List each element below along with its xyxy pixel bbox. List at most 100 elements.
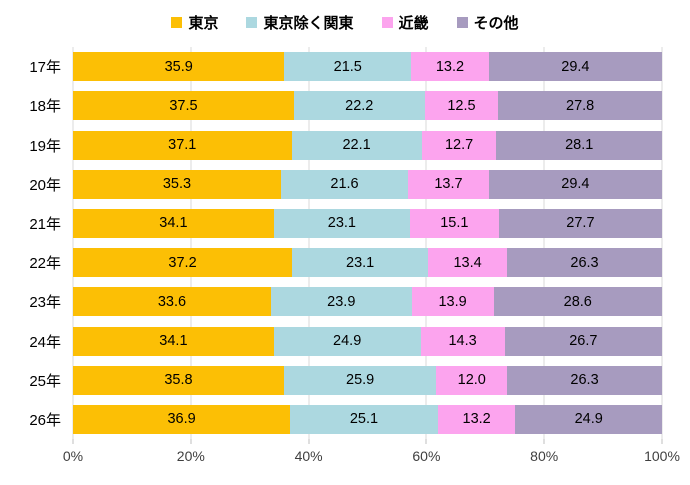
legend-item: その他 xyxy=(456,12,519,33)
category-label: 21年 xyxy=(29,215,61,233)
bar-segment: 14.3 xyxy=(420,326,505,356)
bar-track: 37.5 22.2 12.5 27.8 xyxy=(73,91,662,121)
bar-segment: 37.2 xyxy=(73,248,293,278)
bar-segment: 25.1 xyxy=(290,404,438,434)
bar-segment: 35.9 xyxy=(73,52,285,82)
x-tick-label: 80% xyxy=(530,448,559,464)
category-label: 26年 xyxy=(29,411,61,429)
bar-track: 37.2 23.1 13.4 26.3 xyxy=(73,248,662,278)
chart-row: 26年 36.9 25.1 13.2 24.9 xyxy=(0,400,662,439)
grid-line xyxy=(72,47,74,439)
category-label: 25年 xyxy=(29,372,61,390)
category-label: 17年 xyxy=(29,59,61,77)
x-tick-mark xyxy=(425,439,427,444)
category-label: 22年 xyxy=(29,255,61,273)
bar-track: 34.1 24.9 14.3 26.7 xyxy=(73,326,662,356)
chart-row: 19年 37.1 22.1 12.7 28.1 xyxy=(0,125,662,164)
legend-item: 東京 xyxy=(171,12,218,33)
bar-segment: 37.5 xyxy=(73,91,294,121)
bar-segment: 24.9 xyxy=(515,404,662,434)
category-label: 18年 xyxy=(29,98,61,116)
chart-row: 18年 37.5 22.2 12.5 27.8 xyxy=(0,86,662,125)
chart-row: 21年 34.1 23.1 15.1 27.7 xyxy=(0,204,662,243)
x-tick-label: 0% xyxy=(62,448,84,464)
bar-segment: 29.4 xyxy=(488,169,662,199)
chart-row: 22年 37.2 23.1 13.4 26.3 xyxy=(0,243,662,282)
legend-label: 近畿 xyxy=(398,15,429,32)
bar-segment: 27.7 xyxy=(498,208,662,238)
bar-segment: 33.6 xyxy=(73,287,271,317)
bar-segment: 13.2 xyxy=(437,404,516,434)
bar-segment: 12.7 xyxy=(421,130,497,160)
grid-line xyxy=(425,47,427,439)
bar-rows: 17年 35.9 21.5 13.2 29.4 18年 37.5 22.2 12.5 27.8 19… xyxy=(0,47,662,439)
bar-segment: 29.4 xyxy=(488,52,662,82)
gridlines xyxy=(72,47,663,439)
bar-segment: 23.1 xyxy=(292,248,429,278)
bar-track: 34.1 23.1 15.1 27.7 xyxy=(73,208,662,238)
bar-segment: 35.3 xyxy=(73,169,281,199)
category-label: 23年 xyxy=(29,294,61,312)
x-tick-mark xyxy=(308,439,310,444)
bar-segment: 35.8 xyxy=(73,365,284,395)
bar-track: 35.8 25.9 12.0 26.3 xyxy=(73,365,662,395)
x-tick-mark xyxy=(543,439,545,444)
category-label: 19年 xyxy=(29,137,61,155)
chart-row: 23年 33.6 23.9 13.9 28.6 xyxy=(0,282,662,321)
x-tick-label: 60% xyxy=(412,448,441,464)
bar-track: 35.9 21.5 13.2 29.4 xyxy=(73,52,662,82)
bar-segment: 34.1 xyxy=(73,208,274,238)
chart-row: 24年 34.1 24.9 14.3 26.7 xyxy=(0,321,662,360)
bar-track: 35.3 21.6 13.7 29.4 xyxy=(73,169,662,199)
bar-segment: 34.1 xyxy=(73,326,274,356)
bar-segment: 25.9 xyxy=(283,365,437,395)
legend-swatch-icon xyxy=(246,17,258,28)
bar-segment: 37.1 xyxy=(73,130,292,160)
bar-segment: 27.8 xyxy=(498,91,662,121)
bar-segment: 26.3 xyxy=(507,248,662,278)
x-tick-mark xyxy=(661,439,663,444)
x-tick-label: 20% xyxy=(176,448,205,464)
x-tick-mark xyxy=(72,439,74,444)
bar-segment: 15.1 xyxy=(409,208,499,238)
grid-line xyxy=(661,47,663,439)
legend-label: その他 xyxy=(473,15,519,32)
bar-segment: 21.6 xyxy=(280,169,409,199)
bar-segment: 12.5 xyxy=(424,91,499,121)
bar-track: 36.9 25.1 13.2 24.9 xyxy=(73,404,662,434)
category-label: 20年 xyxy=(29,176,61,194)
chart-row: 20年 35.3 21.6 13.7 29.4 xyxy=(0,165,662,204)
bar-track: 33.6 23.9 13.9 28.6 xyxy=(73,287,662,317)
chart-legend: 東京 東京除く関東 近畿 その他 xyxy=(0,12,690,33)
x-tick-label: 40% xyxy=(294,448,323,464)
bar-segment: 13.2 xyxy=(411,52,489,82)
legend-item: 東京除く関東 xyxy=(246,12,354,33)
bar-segment: 13.7 xyxy=(408,169,489,199)
bar-segment: 23.1 xyxy=(273,208,410,238)
bar-segment: 21.5 xyxy=(284,52,412,82)
grid-line xyxy=(543,47,545,439)
bar-segment: 12.0 xyxy=(436,365,508,395)
chart-row: 17年 35.9 21.5 13.2 29.4 xyxy=(0,47,662,86)
bar-segment: 22.2 xyxy=(293,91,425,121)
legend-label: 東京 xyxy=(188,15,219,32)
x-axis: 0% 20% 40% 60% 80% 100% xyxy=(63,439,680,473)
plot-area: 17年 35.9 21.5 13.2 29.4 18年 37.5 22.2 12.5 27.8 19… xyxy=(0,47,663,439)
bar-segment: 26.3 xyxy=(507,365,662,395)
grid-line xyxy=(308,47,310,439)
bar-segment: 28.6 xyxy=(493,287,662,317)
category-label: 24年 xyxy=(29,333,61,351)
bar-track: 37.1 22.1 12.7 28.1 xyxy=(73,130,662,160)
legend-item: 近畿 xyxy=(381,12,429,33)
bar-segment: 23.9 xyxy=(270,287,412,317)
bar-segment: 24.9 xyxy=(273,326,421,356)
legend-label: 東京除く関東 xyxy=(263,15,354,32)
bar-segment: 36.9 xyxy=(73,404,291,434)
bar-segment: 13.9 xyxy=(411,287,494,317)
bar-segment: 26.7 xyxy=(504,326,662,356)
bar-segment: 28.1 xyxy=(496,130,662,160)
legend-swatch-icon xyxy=(456,17,468,28)
x-tick-mark xyxy=(190,439,192,444)
x-tick-label: 100% xyxy=(644,448,680,464)
